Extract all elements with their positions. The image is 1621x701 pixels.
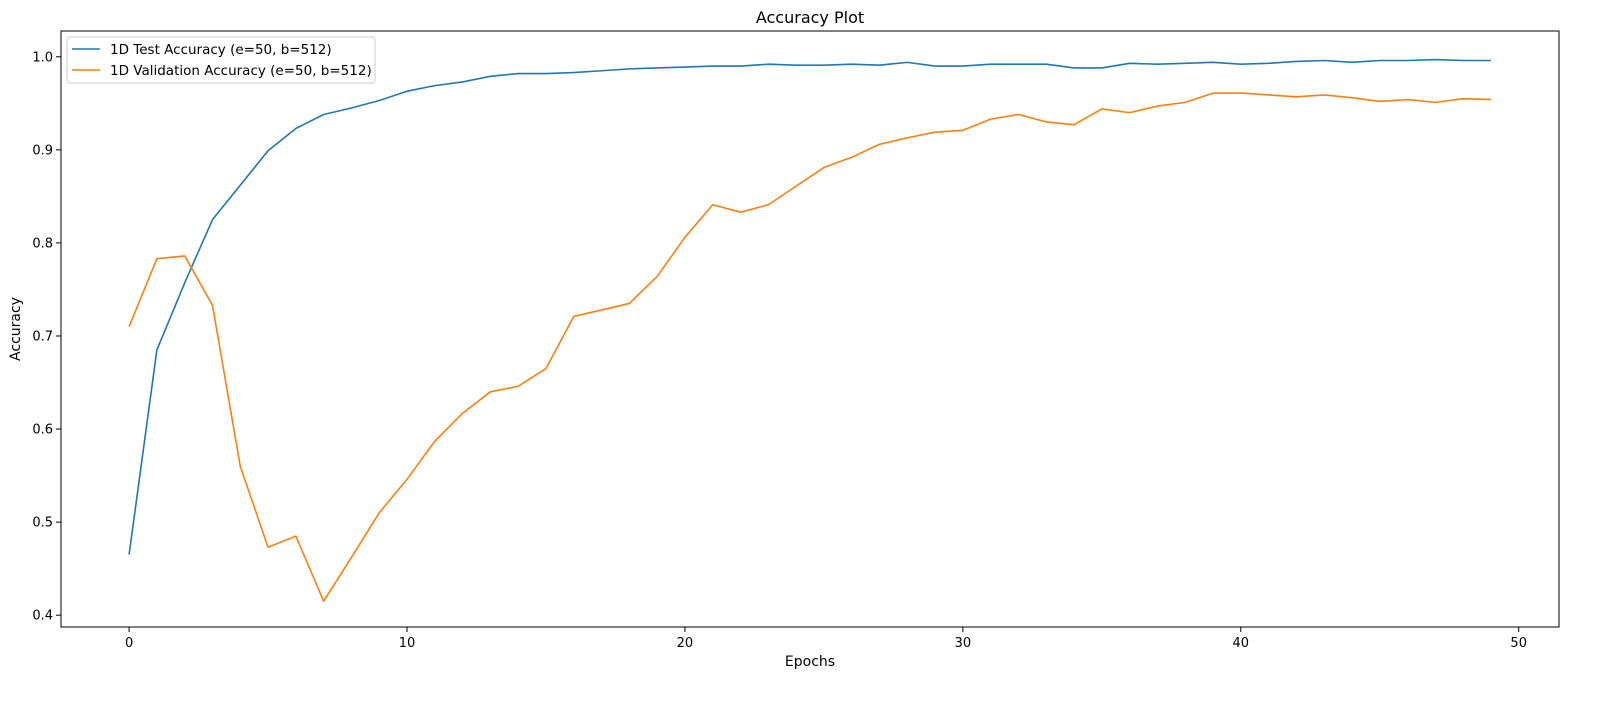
x-axis-ticks: 0 10 20 30 40 50 <box>125 627 1527 651</box>
x-tick-label: 10 <box>399 636 416 651</box>
y-tick-label: 1.0 <box>32 50 53 65</box>
y-tick-label: 0.9 <box>32 143 53 158</box>
y-tick-label: 0.6 <box>32 423 53 438</box>
legend-box <box>66 36 376 84</box>
series-line-0 <box>128 58 1491 555</box>
y-tick-label: 0.5 <box>32 516 53 531</box>
x-tick-label: 40 <box>1233 636 1250 651</box>
plot-area <box>60 30 1560 628</box>
legend-label: 1D Validation Accuracy (e=50, b=512) <box>110 63 372 79</box>
y-tick-label: 0.8 <box>32 236 53 251</box>
legend: 1D Test Accuracy (e=50, b=512) 1D Validat… <box>66 36 376 84</box>
y-tick-label: 0.4 <box>32 609 53 624</box>
x-tick-label: 30 <box>955 636 972 651</box>
y-axis-ticks: 0.4 0.5 0.6 0.7 0.8 0.9 1.0 <box>32 50 61 624</box>
series-line-1 <box>128 92 1491 603</box>
series-lines <box>128 58 1491 603</box>
y-axis-label: Accuracy <box>8 297 24 361</box>
legend-label: 1D Test Accuracy (e=50, b=512) <box>110 42 332 58</box>
x-tick-label: 50 <box>1510 636 1527 651</box>
x-axis-label: Epochs <box>785 654 835 670</box>
x-tick-label: 20 <box>677 636 694 651</box>
chart-title: Accuracy Plot <box>756 8 864 27</box>
y-tick-label: 0.7 <box>32 329 53 344</box>
x-tick-label: 0 <box>125 636 133 651</box>
